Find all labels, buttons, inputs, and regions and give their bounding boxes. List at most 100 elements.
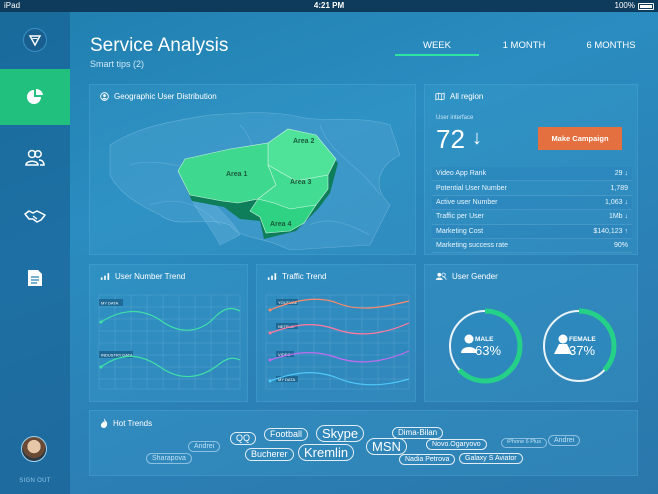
traffic-trend-header: Traffic Trend (267, 272, 326, 281)
female-label-group: FEMALE 37% (569, 336, 614, 358)
battery-percent: 100% (614, 1, 635, 10)
ui-score-value: 72 (436, 124, 465, 154)
user-trend-header: User Number Trend (100, 272, 185, 281)
stat-value: 29 ↓ (614, 170, 628, 178)
area-1-label: Area 1 (226, 171, 248, 178)
traffic-trend-title: Traffic Trend (282, 272, 327, 281)
stat-value: 1,789 (610, 184, 628, 192)
app-logo-icon[interactable] (23, 28, 47, 52)
series-label-industry-data: INDUSTRY DATA (101, 353, 133, 358)
geo-card-title: Geographic User Distribution (114, 92, 217, 101)
users-icon (435, 272, 447, 280)
pie-chart-icon (27, 88, 43, 104)
netflix-point (268, 331, 272, 335)
battery-icon (638, 2, 654, 10)
male-icon (461, 334, 477, 353)
document-icon (28, 270, 42, 286)
stat-value: 90% (613, 242, 628, 250)
stat-value: 1Mb ↓ (608, 213, 628, 221)
device-name: iPad (4, 1, 21, 10)
smart-tips-link[interactable]: Smart tips (2) (90, 59, 145, 69)
sidebar-item-users[interactable] (0, 130, 70, 186)
trend-tag[interactable]: iPhone 6 Plus (501, 438, 547, 448)
user-gender-card: User Gender MALE 63% FEMALE 37% (424, 264, 638, 402)
trend-tag[interactable]: Skype (316, 425, 365, 442)
series-label-youtube: YOUTUBE (278, 300, 298, 305)
trend-tag[interactable]: Bucherer (245, 448, 294, 461)
user-trend-chart: MY DATA INDUSTRY DATA (98, 294, 241, 390)
all-region-card: All region User interface 72 ↓ Make Camp… (424, 84, 638, 255)
period-tabs: WEEK 1 MONTH 6 MONTHS (395, 39, 653, 56)
video-point (268, 358, 272, 362)
area-4-region[interactable] (249, 198, 317, 234)
stat-row: Traffic per User 1Mb ↓ (432, 210, 632, 225)
youtube-line (269, 298, 410, 311)
stat-label: Active user Number (436, 198, 498, 206)
battery-status: 100% (615, 0, 654, 12)
region-map: Area 1 Area 2 Area 3 Area 4 (109, 112, 401, 251)
stat-label: Video App Rank (436, 170, 487, 178)
hot-trends-card: Hot Trends Andrei QQ Football Skype Dima… (89, 410, 638, 476)
trend-tag[interactable]: QQ (230, 432, 257, 445)
stat-label: Potential User Number (436, 184, 507, 192)
trend-tag[interactable]: Sharapova (146, 453, 192, 464)
hot-trends-title: Hot Trends (113, 418, 153, 428)
ui-score-label: User interface (436, 115, 474, 121)
trend-tag[interactable]: Galaxy S Aviator (459, 453, 523, 464)
trend-tag[interactable]: Novo.Ogaryovo (426, 439, 487, 450)
ui-trend-down-icon: ↓ (472, 127, 482, 149)
industry-data-line (100, 356, 241, 378)
male-gauge (447, 308, 523, 384)
female-ring-fill (541, 308, 617, 384)
geo-card-header: Geographic User Distribution (100, 92, 217, 101)
stat-label: Marketing success rate (436, 242, 508, 250)
stat-value: $140,123 ↑ (593, 227, 628, 235)
tab-6-months[interactable]: 6 MONTHS (586, 40, 636, 51)
geo-distribution-card: Geographic User Distribution Area 1 Area… (89, 84, 416, 255)
page-title: Service Analysis (90, 35, 229, 56)
my-data-point (99, 320, 103, 324)
male-percent: 63% (475, 343, 502, 358)
trend-tag[interactable]: Andrei (548, 435, 581, 446)
sidebar-item-dashboard[interactable] (0, 69, 70, 125)
user-avatar[interactable] (21, 436, 47, 462)
trend-tag[interactable]: MSN (366, 438, 407, 455)
tab-week[interactable]: WEEK (395, 39, 479, 56)
traffic-trend-card: Traffic Trend YOUTUBE NETFLIX VIDEO MY D… (256, 264, 416, 402)
hot-trends-header: Hot Trends (100, 418, 152, 428)
tab-1-month[interactable]: 1 MONTH (502, 40, 546, 51)
stat-label: Traffic per User (436, 213, 484, 221)
area-3-label: Area 3 (290, 179, 312, 186)
stat-label: Marketing Cost (436, 227, 484, 235)
handshake-icon (24, 210, 46, 223)
flame-icon (100, 418, 108, 428)
sidebar-item-reports[interactable] (0, 250, 70, 306)
bar-chart-icon (100, 273, 110, 280)
female-icon (554, 334, 572, 354)
gender-card-header: User Gender (435, 272, 498, 281)
bar-chart-icon (267, 273, 277, 280)
youtube-point (268, 308, 272, 312)
trend-tag[interactable]: Football (264, 428, 309, 441)
trend-tag[interactable]: Dima-Bilan (392, 427, 444, 439)
stat-row: Active user Number 1,063 ↓ (432, 195, 632, 211)
sign-out-link[interactable]: SIGN OUT (19, 478, 51, 484)
female-ring-inner (548, 315, 610, 377)
series-label-my-data: MY DATA (278, 377, 295, 382)
trend-tag[interactable]: Nadia Petrova (399, 454, 456, 465)
trend-tag[interactable]: Kremlin (298, 444, 355, 461)
region-card-header: All region (435, 92, 483, 101)
stat-row: Video App Rank 29 ↓ (432, 167, 632, 182)
series-label-netflix: NETFLIX (278, 324, 295, 329)
male-label: MALE (475, 336, 494, 343)
map-icon (435, 92, 445, 101)
make-campaign-button[interactable]: Make Campaign (538, 127, 622, 150)
trend-tag[interactable]: Andrei (188, 441, 221, 452)
my-data-line (100, 307, 241, 331)
male-ring-inner (454, 315, 516, 377)
sidebar-item-deals[interactable] (0, 188, 70, 244)
netflix-line (269, 322, 410, 335)
male-ring-fill (447, 308, 523, 384)
status-time: 4:21 PM (313, 1, 345, 10)
industry-data-point (99, 365, 103, 369)
